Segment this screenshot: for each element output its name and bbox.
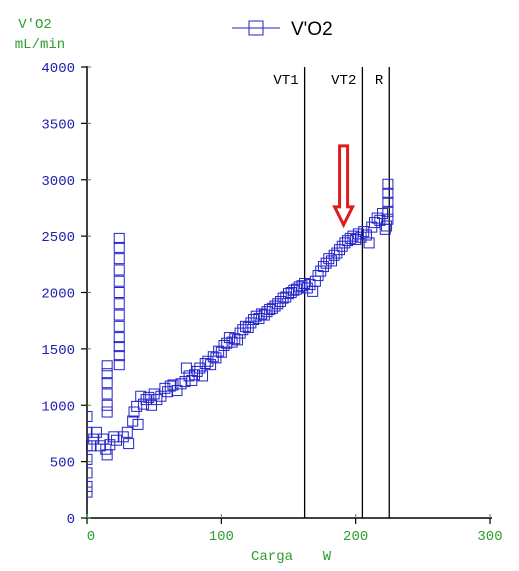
threshold-label-r: R — [375, 73, 384, 89]
data-point — [148, 388, 160, 400]
data-point — [113, 320, 125, 332]
y-tick-label: 500 — [50, 456, 75, 472]
data-point — [382, 205, 394, 217]
data-point — [86, 453, 93, 465]
data-point — [101, 406, 113, 418]
data-point — [113, 275, 125, 287]
data-point — [179, 376, 191, 388]
data-point — [97, 433, 109, 445]
legend-label: V'O2 — [291, 19, 333, 40]
data-point — [113, 241, 125, 253]
x-tick-label: 100 — [209, 529, 234, 545]
data-point — [86, 426, 93, 438]
y-tick-label: 3500 — [41, 117, 75, 133]
data-point — [180, 362, 192, 374]
data-point — [113, 309, 125, 321]
data-point — [86, 480, 93, 492]
red-arrow-icon — [332, 144, 356, 229]
x-axis-label-name: Carga — [251, 549, 293, 565]
data-point — [175, 378, 187, 390]
y-ticks: 0 500 1000 1500 2000 2500 3000 3500 4000 — [41, 61, 91, 528]
data-points — [86, 178, 394, 498]
annotation-arrow — [332, 144, 356, 229]
data-point — [131, 400, 143, 412]
data-point — [197, 370, 209, 382]
data-point — [123, 438, 135, 450]
data-point — [113, 253, 125, 265]
data-point — [86, 411, 93, 423]
data-point — [113, 264, 125, 276]
data-point — [86, 440, 97, 452]
data-point — [90, 426, 102, 438]
data-point — [101, 388, 113, 400]
data-point — [171, 385, 183, 397]
data-point — [382, 178, 394, 190]
data-point — [108, 431, 120, 443]
data-point — [132, 418, 144, 430]
y-tick-label: 1500 — [41, 343, 75, 359]
data-point — [382, 196, 394, 208]
x-tick-label: 0 — [87, 529, 95, 545]
y-tick-label: 0 — [67, 512, 75, 528]
data-point — [113, 298, 125, 310]
data-point — [382, 213, 394, 225]
threshold-lines: VT1 VT2 R — [273, 67, 390, 518]
data-point — [101, 360, 113, 372]
data-point — [151, 394, 163, 406]
data-point — [381, 220, 393, 232]
y-tick-label: 3000 — [41, 174, 75, 190]
data-point — [111, 434, 123, 446]
data-point — [113, 332, 125, 344]
data-point — [121, 426, 133, 438]
data-point — [88, 433, 100, 445]
data-point — [113, 359, 125, 371]
x-axis-label-unit: W — [323, 549, 332, 565]
y-tick-label: 1000 — [41, 399, 75, 415]
threshold-label-vt2: VT2 — [331, 73, 356, 89]
y-axis-label-line1: V'O2 — [18, 17, 52, 33]
x-tick-label: 300 — [477, 529, 502, 545]
y-tick-label: 2000 — [41, 287, 75, 303]
data-point — [113, 287, 125, 298]
y-tick-label: 4000 — [41, 61, 75, 77]
legend-marker — [248, 20, 264, 36]
data-point — [128, 406, 140, 418]
data-point — [86, 467, 93, 479]
data-point — [101, 368, 113, 380]
legend: V'O2 — [232, 19, 333, 40]
data-point — [167, 379, 179, 391]
data-point — [113, 350, 125, 362]
threshold-label-vt1: VT1 — [273, 73, 298, 89]
x-ticks: 0 100 200 300 — [86, 514, 503, 545]
data-point — [382, 187, 394, 199]
data-point — [86, 486, 93, 498]
y-tick-label: 2500 — [41, 230, 75, 246]
data-point — [101, 399, 113, 411]
data-point — [113, 341, 125, 353]
data-point — [113, 232, 125, 244]
data-point — [101, 377, 113, 389]
data-point — [363, 237, 375, 249]
x-tick-label: 200 — [343, 529, 368, 545]
y-axis-label-line2: mL/min — [15, 37, 65, 53]
